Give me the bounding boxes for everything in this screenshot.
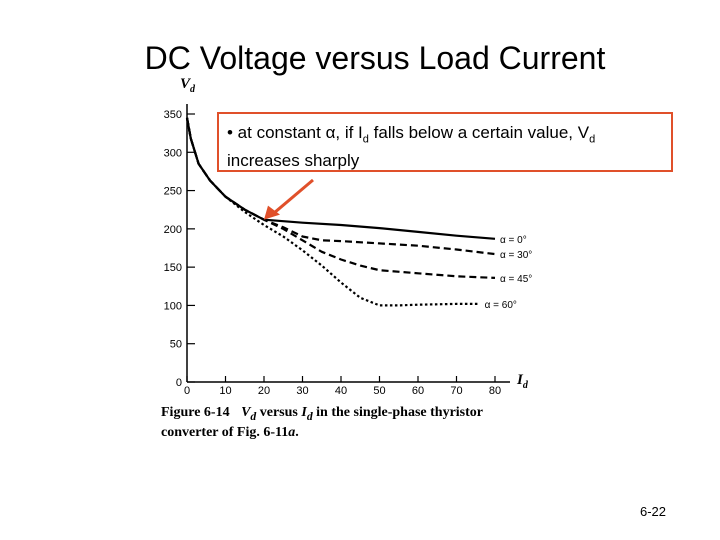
slide-title: DC Voltage versus Load Current (144, 40, 606, 76)
y-tick-label: 250 (164, 186, 182, 198)
page-number: 6-22 (640, 504, 667, 519)
y-tick-label: 150 (164, 262, 182, 274)
callout-box: • at constant α, if Id falls below a cer… (217, 112, 673, 172)
x-tick-label: 50 (373, 385, 385, 397)
tick-marks: 0 50 100 150 200 250 300 350 0 10 20 30 40 50 60 70 80 (164, 109, 501, 397)
series-line-3 (185, 117, 480, 307)
caption-i-symbol: Id (301, 405, 313, 423)
y-tick-label: 100 (164, 300, 182, 312)
series-line-2 (185, 117, 496, 279)
y-axis-label: Vd (180, 76, 196, 95)
x-tick-label: 40 (335, 385, 347, 397)
callout-text: • at constant α, if Id falls below a cer… (227, 123, 596, 171)
figure-label: Figure 6-14 (161, 405, 230, 420)
x-tick-label: 30 (296, 385, 308, 397)
series-line-1 (185, 117, 496, 256)
figure-caption: Figure 6-14 Vd versus Id in the single-p… (161, 405, 483, 440)
arrow-shaft (271, 178, 314, 216)
series-lines (185, 117, 496, 307)
x-axis-label: Id (516, 372, 529, 391)
caption-v-symbol: Vd (241, 405, 257, 423)
series-label-1: α = 30° (500, 250, 532, 261)
series-labels: α = 0° α = 30° α = 45° α = 60° (485, 235, 533, 311)
y-tick-label: 300 (164, 147, 182, 159)
x-tick-label: 60 (412, 385, 424, 397)
x-tick-label: 80 (489, 385, 501, 397)
x-tick-label: 20 (258, 385, 270, 397)
x-tick-label: 0 (184, 385, 190, 397)
series-label-3: α = 60° (485, 300, 517, 311)
y-tick-label: 50 (170, 339, 182, 351)
y-tick-label: 200 (164, 224, 182, 236)
callout-arrow (264, 178, 314, 220)
series-label-0: α = 0° (500, 235, 527, 246)
y-tick-label: 0 (176, 377, 182, 389)
series-label-2: α = 45° (500, 274, 532, 285)
y-tick-label: 350 (164, 109, 182, 121)
x-tick-label: 10 (219, 385, 231, 397)
arrow-head (264, 205, 280, 220)
x-tick-label: 70 (450, 385, 462, 397)
